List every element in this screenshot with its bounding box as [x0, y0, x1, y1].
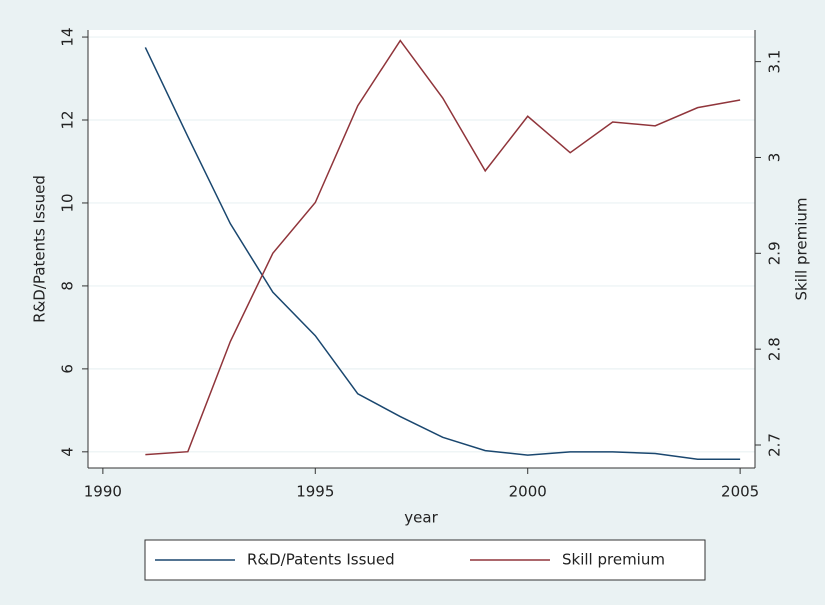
y-tick-label: 6	[59, 364, 77, 374]
x-tick-label: 1995	[296, 483, 334, 501]
x-axis-title: year	[404, 509, 438, 527]
data-line	[144, 47, 741, 461]
y2-tick-label: 2.9	[766, 241, 784, 265]
y-axis-title: R&D/Patents Issued	[31, 175, 49, 323]
y2-tick-label: 2.8	[766, 337, 784, 361]
legend	[144, 539, 706, 581]
x-tick-label: 1990	[84, 483, 122, 501]
legend-label: Skill premium	[562, 551, 665, 569]
y2-tick-label: 3.1	[766, 50, 784, 74]
y2-tick-label: 3	[766, 153, 784, 163]
y-tick-label: 12	[59, 110, 77, 129]
y2-axis-title: Skill premium	[793, 198, 811, 301]
y-tick-label: 4	[59, 447, 77, 457]
plot-area	[88, 30, 755, 468]
y2-tick-label: 2.7	[766, 433, 784, 457]
y-tick-label: 8	[59, 281, 77, 291]
x-tick-label: 2000	[509, 483, 547, 501]
legend-label: R&D/Patents Issued	[247, 551, 395, 569]
x-tick-label: 2005	[721, 483, 759, 501]
data-line	[145, 39, 741, 456]
y-tick-label: 14	[59, 28, 77, 47]
y-tick-label: 10	[59, 193, 77, 212]
